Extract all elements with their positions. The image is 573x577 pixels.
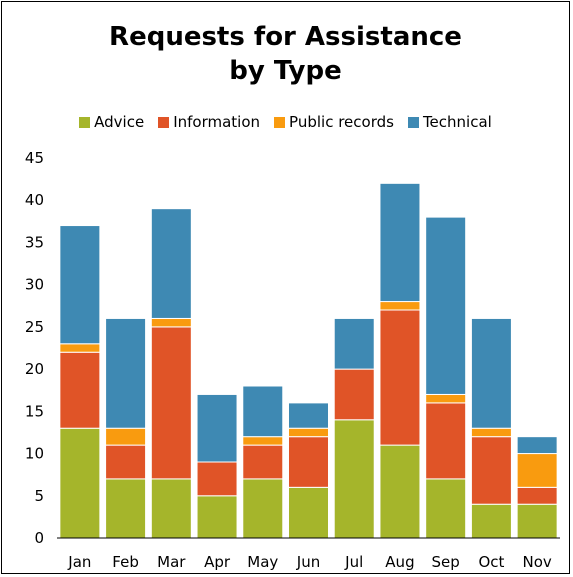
bar-technical-jul — [333, 317, 375, 370]
bar-technical-oct — [470, 317, 512, 429]
legend-label-advice: Advice — [94, 113, 145, 131]
y-tick-label: 35 — [25, 233, 44, 251]
bar-information-mar — [150, 326, 192, 480]
chart-legend: Advice Information Public records Techni… — [2, 112, 569, 132]
x-tick-label: Nov — [522, 553, 551, 571]
y-tick-label: 25 — [25, 318, 44, 336]
legend-item-technical: Technical — [407, 113, 492, 131]
bar-information-apr — [196, 461, 238, 497]
bar-public-records-oct — [470, 427, 512, 438]
legend-swatch-technical — [407, 116, 419, 128]
chart-plot-area: 0 5 10 15 20 25 30 35 40 45 Jan Feb Mar Apr May Jun Jul A… — [25, 149, 560, 571]
bar-advice-mar — [150, 478, 192, 539]
bar-advice-apr — [196, 495, 238, 539]
bar-public-records-sep — [425, 393, 467, 404]
bar-public-records-mar — [150, 317, 192, 328]
x-tick-label: Feb — [112, 553, 139, 571]
x-tick-label: Apr — [204, 553, 231, 571]
bar-public-records-may — [242, 436, 284, 446]
chart-title: Requests for Assistance by Type — [2, 20, 569, 88]
bar-information-sep — [425, 402, 467, 480]
bar-information-jul — [333, 368, 375, 421]
bar-advice-jul — [333, 419, 375, 539]
bar-advice-may — [242, 478, 284, 539]
x-tick-label: Jul — [344, 553, 363, 571]
y-tick-label: 30 — [25, 276, 44, 294]
bar-technical-mar — [150, 208, 192, 319]
x-tick-label: Aug — [385, 553, 414, 571]
legend-label-information: Information — [173, 113, 261, 131]
legend-item-advice: Advice — [79, 113, 144, 131]
bar-advice-jun — [288, 486, 329, 539]
bar-advice-aug — [379, 444, 421, 539]
bar-information-jan — [59, 351, 101, 429]
legend-swatch-public-records — [274, 116, 286, 128]
x-tick-label: Sep — [432, 553, 460, 571]
bar-advice-sep — [425, 478, 467, 539]
legend-swatch-information — [158, 116, 170, 128]
bar-advice-oct — [470, 503, 512, 539]
bar-public-records-aug — [379, 301, 421, 311]
bar-technical-jan — [59, 225, 101, 345]
legend-item-public-records: Public records — [274, 113, 394, 131]
y-tick-label: 20 — [25, 360, 44, 378]
y-tick-label: 40 — [25, 191, 44, 209]
bar-technical-may — [242, 385, 284, 438]
chart-title-line-2: by Type — [229, 56, 342, 86]
bar-technical-nov — [516, 436, 558, 455]
bar-technical-apr — [196, 393, 238, 463]
legend-item-information: Information — [158, 113, 260, 131]
legend-swatch-advice — [79, 116, 91, 128]
bar-information-may — [242, 444, 284, 480]
x-tick-label: Jun — [296, 553, 320, 571]
y-tick-label: 5 — [34, 487, 44, 505]
x-tick-label: Jan — [67, 553, 91, 571]
bar-technical-feb — [105, 317, 147, 429]
chart-title-line-1: Requests for Assistance — [109, 22, 462, 52]
bar-advice-feb — [105, 478, 147, 539]
legend-label-technical: Technical — [422, 113, 492, 131]
bar-information-feb — [105, 444, 147, 480]
bar-information-nov — [516, 486, 558, 505]
x-tick-label: Mar — [157, 553, 186, 571]
legend-label-public-records: Public records — [289, 113, 394, 131]
y-tick-label: 0 — [34, 529, 44, 547]
bar-technical-jun — [288, 402, 329, 429]
bar-public-records-jun — [288, 427, 329, 438]
x-tick-label: May — [247, 553, 278, 571]
bar-public-records-nov — [516, 453, 558, 488]
x-tick-label: Oct — [478, 553, 504, 571]
bar-public-records-feb — [105, 427, 147, 446]
bar-technical-sep — [425, 216, 467, 395]
y-tick-label: 45 — [25, 149, 44, 167]
bar-information-aug — [379, 309, 421, 446]
y-tick-label: 10 — [25, 445, 44, 463]
bar-advice-nov — [516, 503, 558, 539]
bar-advice-jan — [59, 427, 101, 539]
bar-public-records-jan — [59, 343, 101, 353]
y-tick-label: 15 — [25, 402, 44, 420]
bar-information-jun — [288, 436, 329, 488]
bar-information-oct — [470, 436, 512, 505]
bar-technical-aug — [379, 182, 421, 303]
